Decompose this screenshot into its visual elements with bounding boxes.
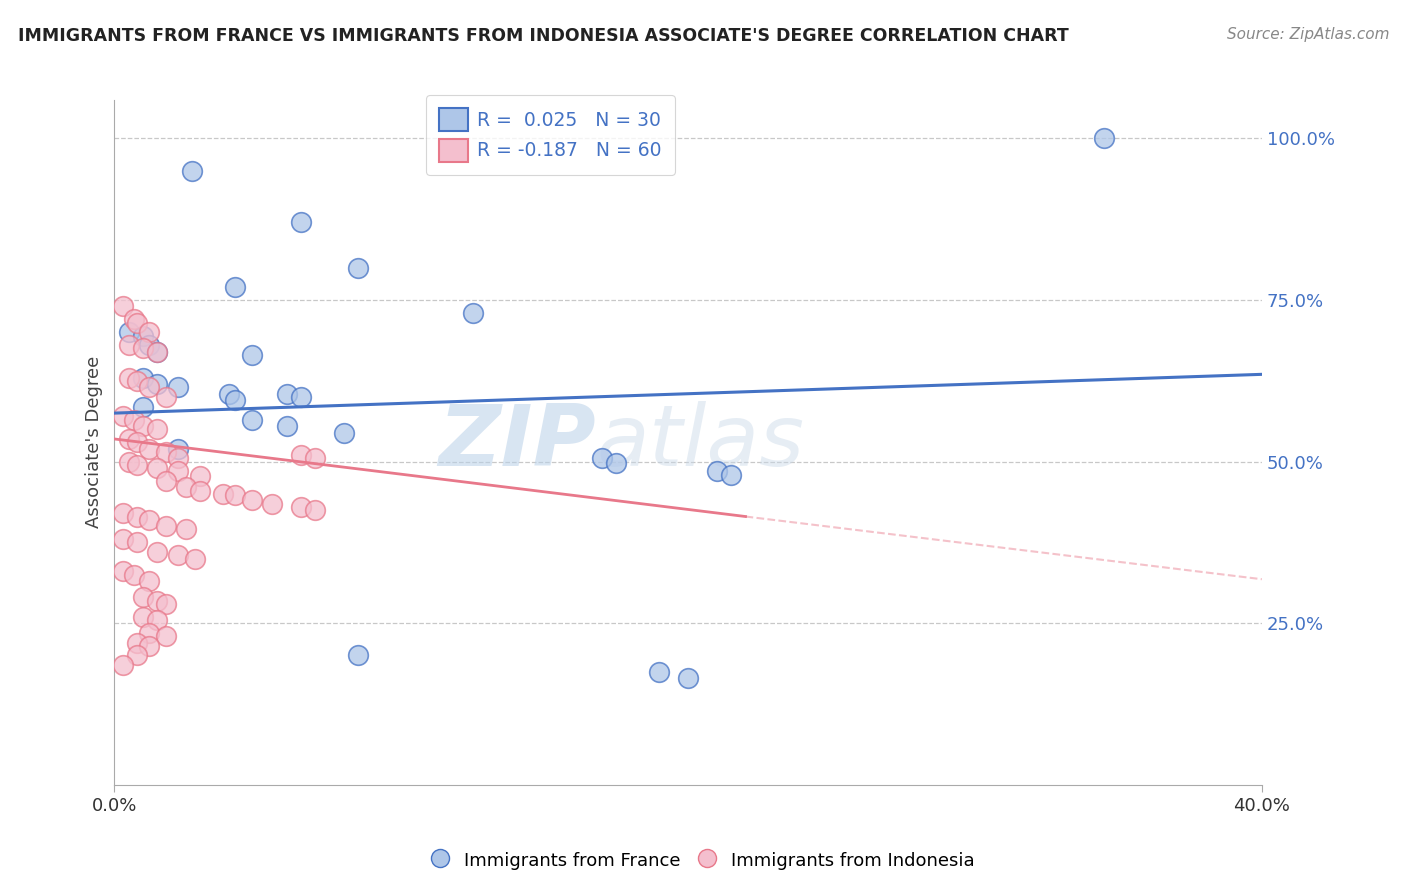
Point xyxy=(118,338,141,352)
Point xyxy=(304,451,326,466)
Point xyxy=(174,523,197,537)
Point xyxy=(290,390,312,404)
Legend: R =  0.025   N = 30, R = -0.187   N = 60: R = 0.025 N = 30, R = -0.187 N = 60 xyxy=(426,95,675,175)
Point xyxy=(146,344,169,359)
Point xyxy=(276,386,298,401)
Point xyxy=(132,400,155,414)
Point xyxy=(190,468,212,483)
Point xyxy=(290,500,312,514)
Point xyxy=(118,432,141,446)
Point xyxy=(347,260,370,275)
Point xyxy=(111,658,134,673)
Point xyxy=(190,483,212,498)
Point xyxy=(180,163,202,178)
Point xyxy=(676,671,699,685)
Point xyxy=(174,480,197,494)
Point xyxy=(111,532,134,546)
Point xyxy=(290,448,312,462)
Point xyxy=(240,412,263,426)
Text: IMMIGRANTS FROM FRANCE VS IMMIGRANTS FROM INDONESIA ASSOCIATE'S DEGREE CORRELATI: IMMIGRANTS FROM FRANCE VS IMMIGRANTS FRO… xyxy=(18,27,1069,45)
Point xyxy=(240,493,263,508)
Point xyxy=(127,458,149,472)
Point xyxy=(118,454,141,468)
Point xyxy=(124,312,146,326)
Point xyxy=(290,215,312,229)
Point xyxy=(111,565,134,579)
Point xyxy=(155,519,177,533)
Point xyxy=(720,467,742,482)
Point xyxy=(333,425,356,440)
Point xyxy=(132,419,155,434)
Point xyxy=(224,393,246,408)
Point xyxy=(138,338,160,352)
Point xyxy=(461,306,484,320)
Point xyxy=(127,648,149,663)
Point xyxy=(155,629,177,643)
Point xyxy=(127,435,149,450)
Point xyxy=(124,567,146,582)
Point xyxy=(118,326,141,340)
Point xyxy=(132,591,155,605)
Point xyxy=(132,342,155,356)
Point xyxy=(276,419,298,434)
Point xyxy=(1092,131,1115,145)
Y-axis label: Associate's Degree: Associate's Degree xyxy=(86,356,103,528)
Point xyxy=(304,503,326,517)
Point xyxy=(146,461,169,475)
Point xyxy=(138,574,160,589)
Point xyxy=(591,451,613,466)
Point xyxy=(124,412,146,426)
Point xyxy=(111,409,134,424)
Point xyxy=(184,551,207,566)
Point xyxy=(240,348,263,362)
Point xyxy=(127,374,149,388)
Point xyxy=(166,442,188,456)
Point xyxy=(132,328,155,343)
Point xyxy=(166,380,188,394)
Point xyxy=(155,445,177,459)
Point xyxy=(155,474,177,488)
Point xyxy=(118,370,141,384)
Point xyxy=(605,456,627,470)
Point xyxy=(138,625,160,640)
Point xyxy=(218,386,240,401)
Point xyxy=(127,535,149,549)
Text: Source: ZipAtlas.com: Source: ZipAtlas.com xyxy=(1226,27,1389,42)
Point xyxy=(146,422,169,436)
Text: ZIP: ZIP xyxy=(439,401,596,483)
Point xyxy=(127,316,149,330)
Point xyxy=(212,487,235,501)
Point xyxy=(166,464,188,478)
Point xyxy=(262,497,284,511)
Point xyxy=(146,613,169,627)
Point xyxy=(166,451,188,466)
Point xyxy=(111,300,134,314)
Point xyxy=(138,442,160,456)
Point xyxy=(138,380,160,394)
Text: atlas: atlas xyxy=(596,401,804,483)
Point xyxy=(146,593,169,607)
Point xyxy=(155,597,177,611)
Point xyxy=(146,377,169,392)
Point xyxy=(648,665,671,679)
Point xyxy=(127,635,149,649)
Point xyxy=(138,639,160,653)
Point xyxy=(132,370,155,384)
Point xyxy=(224,280,246,294)
Point xyxy=(146,344,169,359)
Point xyxy=(347,648,370,663)
Point xyxy=(132,609,155,624)
Point xyxy=(224,488,246,502)
Point xyxy=(166,549,188,563)
Legend: Immigrants from France, Immigrants from Indonesia: Immigrants from France, Immigrants from … xyxy=(425,842,981,879)
Point xyxy=(111,506,134,520)
Point xyxy=(706,464,728,478)
Point xyxy=(127,509,149,524)
Point xyxy=(155,390,177,404)
Point xyxy=(138,513,160,527)
Point xyxy=(146,545,169,559)
Point xyxy=(138,326,160,340)
